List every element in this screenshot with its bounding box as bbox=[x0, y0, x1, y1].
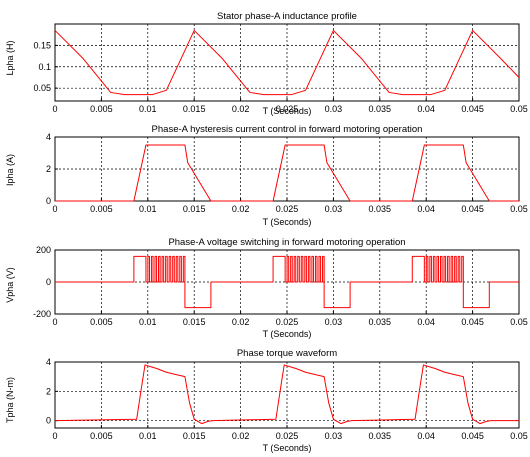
x-tick-label: 0.04 bbox=[417, 104, 435, 114]
x-tick-label: 0.035 bbox=[369, 317, 392, 327]
x-tick-label: 0.025 bbox=[276, 431, 299, 441]
x-tick-label: 0.02 bbox=[232, 104, 250, 114]
y-tick-label: 0 bbox=[46, 196, 51, 206]
x-axis-label: T (Seconds) bbox=[263, 217, 312, 227]
x-axis-label: T (Seconds) bbox=[263, 443, 312, 453]
x-tick-label: 0.05 bbox=[510, 104, 528, 114]
x-tick-label: 0.005 bbox=[90, 104, 113, 114]
x-tick-label: 0.03 bbox=[325, 431, 343, 441]
x-tick-label: 0.02 bbox=[232, 431, 250, 441]
current-panel: Phase-A hysteresis current control in fo… bbox=[5, 124, 528, 227]
y-tick-label: 0.1 bbox=[38, 62, 51, 72]
y-tick-label: 0.05 bbox=[33, 83, 51, 93]
x-tick-label: 0.035 bbox=[369, 204, 392, 214]
y-tick-label: 2 bbox=[46, 164, 51, 174]
y-tick-label: 200 bbox=[36, 245, 51, 255]
x-tick-label: 0 bbox=[52, 317, 57, 327]
y-axis-label: Vpha (V) bbox=[5, 267, 15, 303]
x-tick-label: 0.005 bbox=[90, 431, 113, 441]
x-axis-label: T (Seconds) bbox=[263, 329, 312, 339]
y-axis-label: Lpha (H) bbox=[5, 40, 15, 75]
x-tick-label: 0.035 bbox=[369, 431, 392, 441]
x-tick-label: 0.01 bbox=[139, 104, 157, 114]
voltage-panel: Phase-A voltage switching in forward mot… bbox=[5, 237, 528, 339]
x-tick-label: 0.035 bbox=[369, 104, 392, 114]
x-tick-label: 0.025 bbox=[276, 104, 299, 114]
y-tick-label: 4 bbox=[46, 132, 51, 142]
y-axis-label: Ipha (A) bbox=[5, 154, 15, 186]
x-tick-label: 0.045 bbox=[461, 104, 484, 114]
x-tick-label: 0.02 bbox=[232, 204, 250, 214]
x-tick-label: 0 bbox=[52, 204, 57, 214]
inductance-panel: Stator phase-A inductance profile T (Sec… bbox=[5, 11, 528, 116]
x-tick-label: 0.015 bbox=[183, 104, 206, 114]
x-tick-label: 0.025 bbox=[276, 204, 299, 214]
x-tick-label: 0.04 bbox=[417, 317, 435, 327]
x-tick-label: 0.045 bbox=[461, 204, 484, 214]
y-tick-label: 4 bbox=[46, 357, 51, 367]
panel-title: Stator phase-A inductance profile bbox=[217, 11, 357, 22]
x-tick-label: 0.04 bbox=[417, 431, 435, 441]
x-tick-label: 0.05 bbox=[510, 204, 528, 214]
x-tick-label: 0.01 bbox=[139, 204, 157, 214]
y-axis-label: Tpha (N-m) bbox=[5, 377, 15, 423]
data-series-line bbox=[55, 255, 519, 309]
y-tick-label: -200 bbox=[33, 309, 51, 319]
data-series-line bbox=[54, 29, 520, 96]
x-tick-label: 0.005 bbox=[90, 317, 113, 327]
x-tick-label: 0.04 bbox=[417, 204, 435, 214]
y-tick-label: 0 bbox=[46, 416, 51, 426]
x-tick-label: 0.05 bbox=[510, 431, 528, 441]
y-tick-label: 0.15 bbox=[33, 40, 51, 50]
x-tick-label: 0.01 bbox=[139, 431, 157, 441]
x-tick-label: 0.03 bbox=[325, 317, 343, 327]
x-axis-label: T (Seconds) bbox=[263, 106, 312, 116]
panel-title: Phase-A voltage switching in forward mot… bbox=[168, 237, 405, 248]
torque-panel: Phase torque waveform T (Seconds) Tpha (… bbox=[5, 348, 528, 453]
y-tick-label: 0 bbox=[46, 277, 51, 287]
x-tick-label: 0.02 bbox=[232, 317, 250, 327]
panel-title: Phase torque waveform bbox=[237, 348, 337, 359]
x-tick-label: 0.05 bbox=[510, 317, 528, 327]
x-tick-label: 0.03 bbox=[325, 104, 343, 114]
x-tick-label: 0 bbox=[52, 431, 57, 441]
y-tick-label: 2 bbox=[46, 386, 51, 396]
x-tick-label: 0.01 bbox=[139, 317, 157, 327]
x-tick-label: 0.045 bbox=[461, 431, 484, 441]
x-tick-label: 0.03 bbox=[325, 204, 343, 214]
x-tick-label: 0 bbox=[52, 104, 57, 114]
data-series-line bbox=[54, 364, 519, 425]
x-tick-label: 0.015 bbox=[183, 204, 206, 214]
x-tick-label: 0.015 bbox=[183, 317, 206, 327]
x-tick-label: 0.005 bbox=[90, 204, 113, 214]
panel-title: Phase-A hysteresis current control in fo… bbox=[152, 124, 423, 135]
x-tick-label: 0.025 bbox=[276, 317, 299, 327]
x-tick-label: 0.045 bbox=[461, 317, 484, 327]
x-tick-label: 0.015 bbox=[183, 431, 206, 441]
data-series-line bbox=[55, 144, 519, 202]
